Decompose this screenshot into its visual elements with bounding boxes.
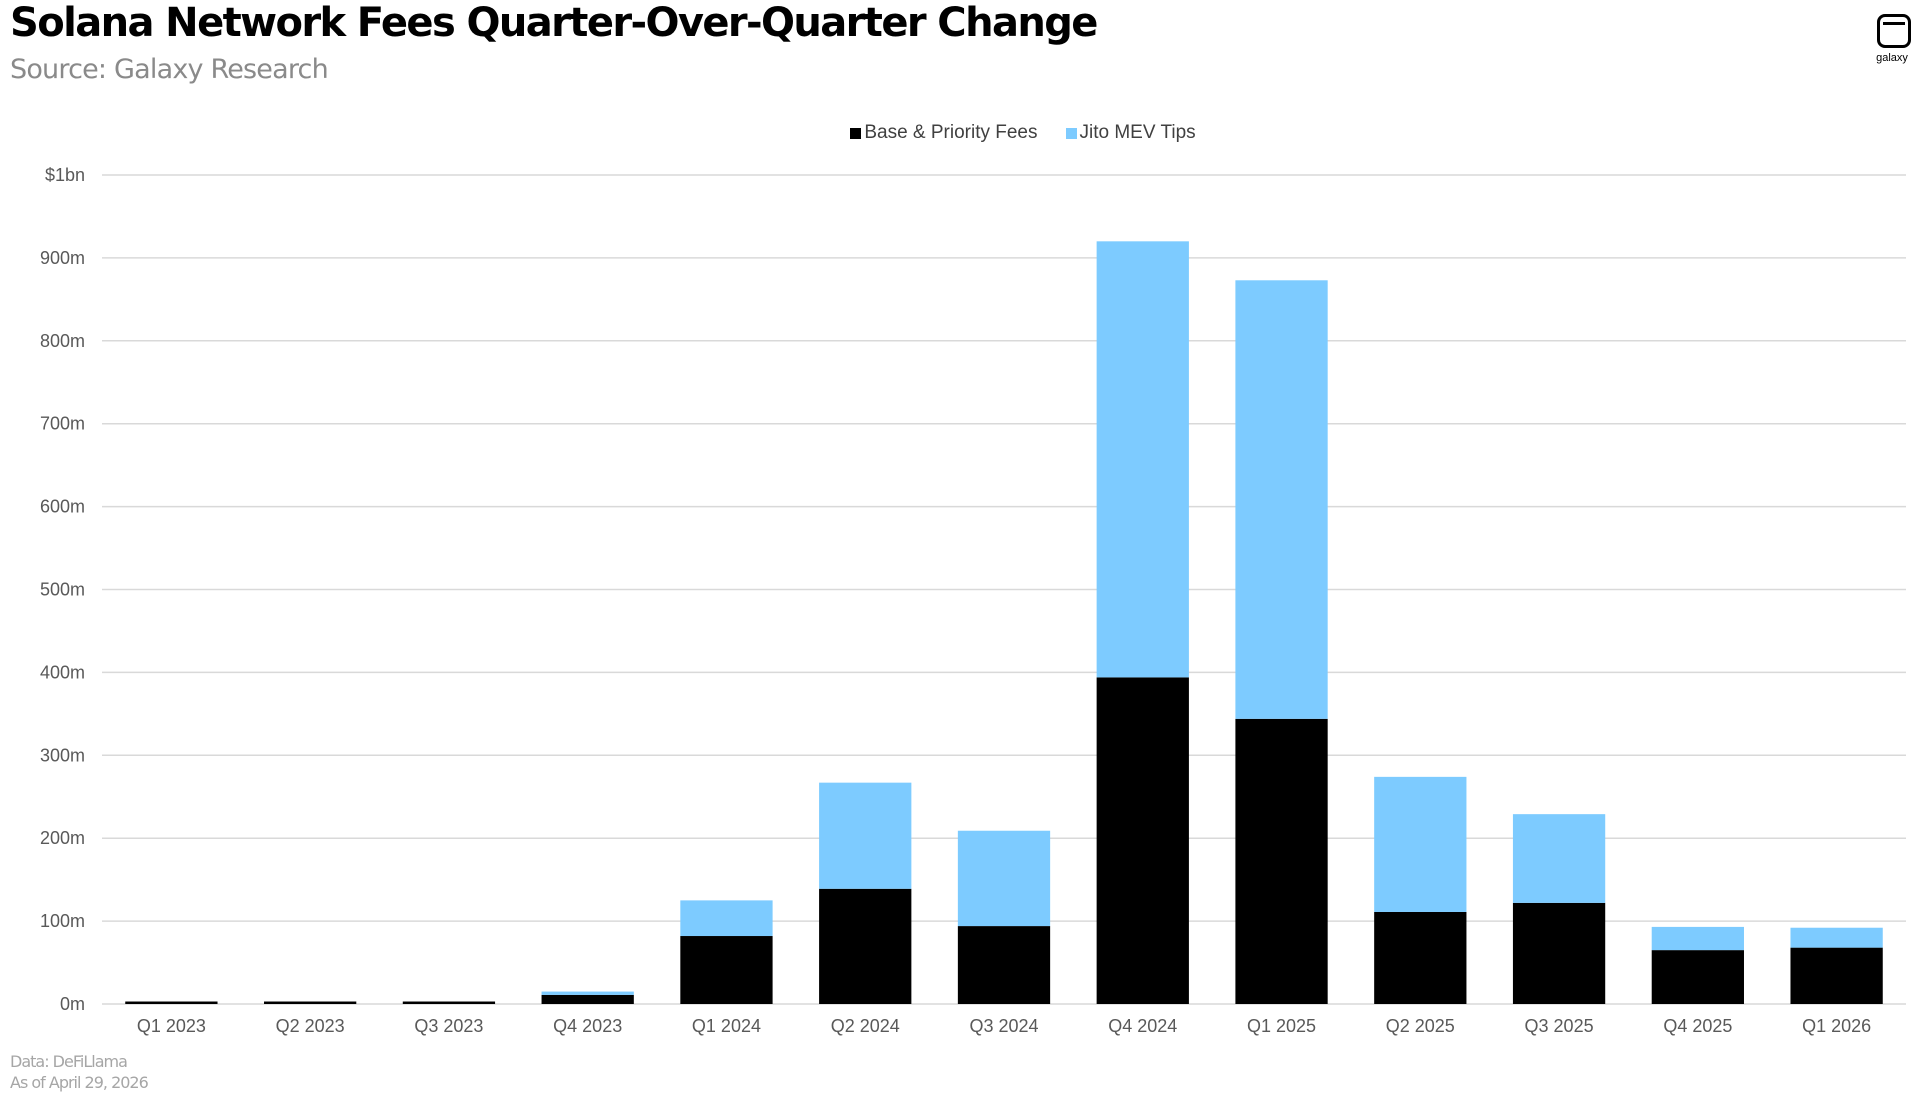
legend-item-base-priority-fees: Base & Priority Fees [850,122,1038,144]
bar-base-priority-fees [541,994,634,1004]
x-tick-label: Q2 2024 [831,1016,900,1036]
bar-base-priority-fees [264,1001,357,1004]
bar-base-priority-fees [1374,911,1467,1004]
bar-jito-mev-tips [1651,926,1744,951]
data-source-note: Data: DeFiLlama [10,1052,128,1071]
x-tick-label: Q3 2023 [414,1016,483,1036]
galaxy-logo: galaxy [1872,12,1912,70]
legend-label-base-priority-fees: Base & Priority Fees [864,122,1038,143]
galaxy-logo-icon [1877,14,1911,48]
y-tick-label: 0m [60,994,85,1014]
x-tick-label: Q1 2025 [1247,1016,1316,1036]
y-tick-label: 500m [40,580,85,600]
x-tick-label: Q3 2025 [1525,1016,1594,1036]
bar-jito-mev-tips [819,782,912,889]
bar-base-priority-fees [1096,677,1189,1004]
y-axis-tick-labels: 0m 100m 200m 300m 400m 500m 600m 700m 800m 900m $1… [40,165,85,1014]
galaxy-logo-text: galaxy [1876,52,1908,64]
bar-jito-mev-tips [1512,814,1606,903]
y-tick-label: 800m [40,331,85,351]
bar-jito-mev-tips [1790,927,1883,948]
y-tick-label: 200m [40,828,85,848]
x-tick-label: Q4 2024 [1108,1016,1177,1036]
bar-base-priority-fees [957,926,1051,1004]
x-axis-tick-labels: Q1 2023 Q2 2023 Q3 2023 Q4 2023 Q1 2024 Q2 20… [137,1016,1871,1036]
legend-swatch-base-priority-fees [850,127,862,139]
x-tick-label: Q4 2025 [1663,1016,1732,1036]
y-tick-label: 900m [40,248,85,268]
x-tick-label: Q2 2025 [1386,1016,1455,1036]
x-tick-label: Q3 2024 [969,1016,1038,1036]
x-tick-label: Q4 2023 [553,1016,622,1036]
bar-base-priority-fees [1651,950,1744,1004]
bar-base-priority-fees [680,936,773,1004]
chart-title: Solana Network Fees Quarter-Over-Quarter… [10,0,1098,46]
y-tick-label: 700m [40,414,85,434]
bar-jito-mev-tips [541,991,634,995]
bar-base-priority-fees [1512,902,1606,1004]
bar-base-priority-fees [402,1001,496,1004]
y-tick-label: $1bn [45,165,85,185]
y-tick-label: 300m [40,745,85,765]
bar-jito-mev-tips [680,900,773,937]
y-tick-label: 400m [40,662,85,682]
x-tick-label: Q1 2026 [1802,1016,1871,1036]
as-of-date-note: As of April 29, 2026 [10,1073,149,1092]
chart-legend: Base & Priority Fees Jito MEV Tips [0,122,1926,144]
bar-base-priority-fees [819,888,912,1004]
bar-jito-mev-tips [957,830,1051,927]
bar-base-priority-fees [1235,718,1328,1004]
legend-swatch-jito-mev-tips [1065,127,1077,139]
bar-base-priority-fees [125,1001,218,1004]
chart-subtitle: Source: Galaxy Research [10,54,329,85]
bar-jito-mev-tips [1235,280,1328,719]
legend-item-jito-mev-tips: Jito MEV Tips [1065,122,1196,144]
x-tick-label: Q1 2024 [692,1016,761,1036]
x-tick-label: Q1 2023 [137,1016,206,1036]
legend-label-jito-mev-tips: Jito MEV Tips [1079,122,1196,143]
x-tick-label: Q2 2023 [276,1016,345,1036]
bar-jito-mev-tips [1096,241,1189,678]
y-tick-label: 100m [40,911,85,931]
bars [125,241,1883,1004]
bar-base-priority-fees [1790,947,1883,1004]
y-tick-label: 600m [40,497,85,517]
bar-jito-mev-tips [1374,776,1467,912]
